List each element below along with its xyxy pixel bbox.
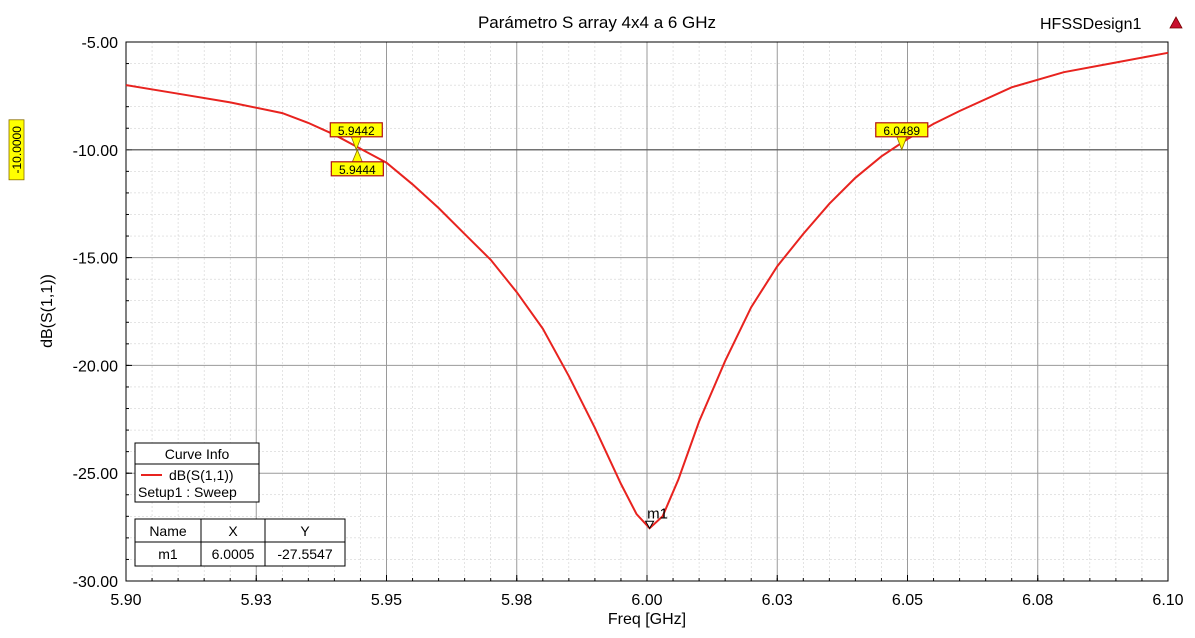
marker-table-header-name: Name — [149, 523, 187, 539]
x-tick-label: 6.10 — [1152, 592, 1183, 609]
marker-layer: 5.9442 5.9444 6.0489 m1 — [329, 122, 929, 530]
design-name-group: HFSSDesign1 — [1040, 16, 1183, 33]
y-tick-label: -25.00 — [73, 466, 118, 483]
legend-body-box — [134, 463, 260, 503]
hfss-logo-icon — [1169, 16, 1183, 29]
marker-table-header-x: X — [228, 523, 238, 539]
x-tick-label: 5.90 — [110, 592, 141, 609]
marker-pointer — [896, 136, 908, 151]
reference-label-box — [8, 119, 25, 181]
y-tick-label: -15.00 — [73, 251, 118, 268]
marker-table-cell-y: -27.5547 — [277, 546, 332, 562]
marker-m1-triangle — [644, 520, 655, 530]
chart-title: Parámetro S array 4x4 a 6 GHz — [478, 13, 716, 32]
x-tick-label: 6.08 — [1022, 592, 1053, 609]
axis-ticks — [125, 41, 1169, 582]
legend-setup: Setup1 : Sweep — [138, 484, 237, 500]
x-axis-label: Freq [GHz] — [608, 611, 686, 628]
marker-label-text: 5.9444 — [339, 163, 376, 177]
y-tick-label: -20.00 — [73, 358, 118, 375]
x-tick-label: 6.05 — [892, 592, 923, 609]
marker-m1-label: m1 — [647, 505, 668, 522]
x-tick-label: 5.95 — [371, 592, 402, 609]
x-tick-labels: 5.90 5.93 5.95 5.98 6.00 6.03 6.05 6.08 6.10 — [110, 592, 1183, 609]
y-tick-label: -30.00 — [73, 574, 118, 591]
legend-box[interactable]: Curve Info dB(S(1,1)) Setup1 : Sweep — [134, 442, 260, 503]
x-tick-label: 6.00 — [631, 592, 662, 609]
marker-label-box — [875, 122, 929, 138]
marker-table-cell-x: 6.0005 — [212, 546, 255, 562]
marker-label-text: 6.0489 — [883, 124, 920, 138]
legend-title: Curve Info — [165, 446, 230, 462]
marker-table-cell-name: m1 — [158, 546, 178, 562]
x-tick-label: 6.03 — [762, 592, 793, 609]
y-tick-label: -10.00 — [73, 143, 118, 160]
reference-line-label[interactable]: -10.0000 — [8, 119, 25, 181]
y-axis-label: dB(S(1,1)) — [39, 274, 56, 348]
design-name: HFSSDesign1 — [1040, 16, 1141, 33]
marker-label-box — [330, 161, 384, 177]
x-tick-label: 5.93 — [241, 592, 272, 609]
reference-label-text: -10.0000 — [10, 126, 24, 174]
marker-label-text: 5.9442 — [338, 124, 375, 138]
y-tick-label: -5.00 — [82, 35, 119, 52]
x-tick-label: 5.98 — [501, 592, 532, 609]
y-tick-labels: -5.00 -10.00 -15.00 -20.00 -25.00 -30.00 — [73, 35, 118, 591]
legend-entry: dB(S(1,1)) — [169, 467, 234, 483]
marker-table[interactable]: Name X Y m1 6.0005 -27.5547 — [134, 518, 346, 567]
marker-table-header-y: Y — [300, 523, 310, 539]
marker-label-box — [329, 122, 383, 138]
marker-pointer — [351, 148, 363, 163]
